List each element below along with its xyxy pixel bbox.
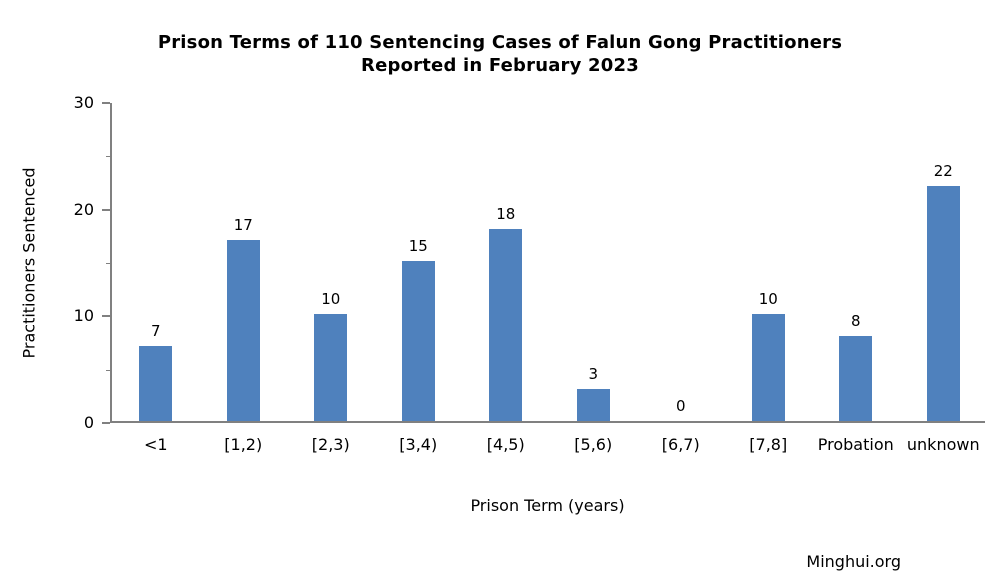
bar-value-label: 7 — [150, 322, 161, 341]
x-axis-category-label: [2,3) — [311, 435, 350, 454]
bar-value-label: 18 — [496, 205, 516, 223]
x-axis-category-label: [1,2) — [224, 435, 263, 454]
y-axis-tick-label: 10 — [73, 306, 94, 326]
y-axis-tick-label: 30 — [73, 93, 94, 112]
bar-[7,8] — [751, 314, 785, 421]
bar-<1 — [139, 346, 173, 421]
y-axis-tick-major — [102, 315, 110, 318]
bar-[1,2) — [226, 239, 260, 421]
y-axis-tick-major — [102, 102, 110, 104]
y-axis-tick-label: 20 — [73, 199, 94, 219]
bar-value-label: 8 — [850, 311, 861, 330]
bar-value-label: 10 — [321, 290, 341, 309]
x-axis-category-label: [4,5) — [486, 435, 525, 454]
source-credit: Minghui.org — [806, 552, 901, 571]
bar-[3,4) — [401, 261, 435, 421]
bar-unknown — [926, 186, 960, 421]
bar-[5,6) — [576, 389, 610, 421]
y-axis-tick-major — [102, 208, 110, 211]
x-axis-category-label: [7,8] — [749, 435, 788, 454]
x-axis-title: Prison Term (years) — [470, 496, 625, 515]
chart-title-line1: Prison Terms of 110 Sentencing Cases of … — [157, 32, 843, 53]
x-axis-category-label: <1 — [143, 435, 168, 454]
chart-title: Prison Terms of 110 Sentencing Cases of … — [0, 31, 1000, 77]
x-axis-category-label: unknown — [906, 435, 980, 454]
y-axis-tick-minor — [106, 263, 110, 264]
bar-value-label: 10 — [758, 290, 778, 309]
bar-[2,3) — [314, 314, 348, 421]
y-axis-title: Practitioners Sentenced — [19, 167, 39, 359]
bar-value-label: 22 — [933, 162, 953, 181]
bar-value-label: 17 — [233, 215, 253, 234]
y-axis-tick-major — [102, 422, 110, 424]
y-axis-title-container: Practitioners Sentenced — [19, 103, 39, 423]
bar-value-label: 0 — [675, 397, 686, 415]
bar-value-label: 15 — [408, 237, 428, 255]
x-axis-category-label: [5,6) — [574, 435, 613, 454]
bar-[4,5) — [489, 229, 523, 421]
x-axis-category-label: Probation — [817, 435, 894, 454]
plot-area: 0 10 20 30 7 <1 17 [1,2) 10 [2,3) 15 [3,4) 18 [4,5) 3 [… — [74, 93, 985, 454]
x-axis-category-label: [6,7) — [661, 435, 700, 454]
chart-title-line2: Reported in February 2023 — [361, 55, 639, 76]
bar-Probation — [839, 335, 873, 421]
y-axis-tick-label: 0 — [83, 413, 94, 432]
bar-value-label: 3 — [588, 365, 599, 383]
x-axis-category-label: [3,4) — [399, 435, 438, 454]
y-axis-tick-minor — [106, 156, 110, 158]
y-axis-tick-minor — [106, 369, 110, 371]
